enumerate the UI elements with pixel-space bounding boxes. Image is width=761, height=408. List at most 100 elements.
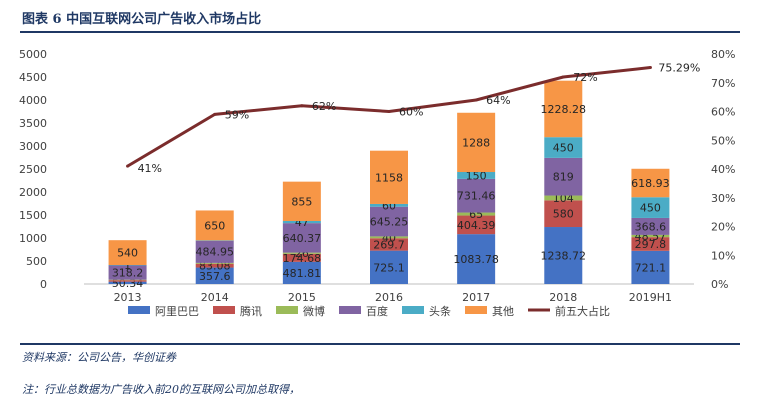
x-tick-label: 2014 (201, 291, 229, 304)
y-right-tick-label: 20% (711, 221, 735, 234)
bar-segment (108, 280, 147, 282)
x-tick-label: 2019H1 (629, 291, 672, 304)
bar-segment (457, 212, 496, 216)
bar-data-label: 618.93 (631, 177, 670, 190)
bar-segment (370, 150, 408, 204)
bar-segment (108, 265, 147, 280)
source-rule (20, 343, 740, 345)
bar-data-label: 1083.78 (453, 253, 499, 266)
bar-segment (195, 263, 234, 268)
bar-segment (282, 261, 321, 284)
bar-data-label: 1288 (462, 136, 490, 149)
line-data-label: 41% (138, 162, 162, 175)
bar-segment (631, 250, 670, 284)
line-data-label: 64% (486, 94, 510, 107)
legend-label: 头条 (429, 304, 451, 318)
y-left-tick-label: 4500 (19, 71, 47, 84)
bar-segment (457, 215, 496, 235)
y-left-tick-label: 5000 (19, 48, 47, 61)
bar-segment (195, 267, 234, 284)
bar-data-label: 540 (117, 247, 138, 260)
bar-segment (282, 252, 321, 254)
bar-data-label: 481.81 (283, 267, 322, 280)
legend-label: 前五大占比 (555, 304, 610, 318)
legend-label: 腾讯 (240, 304, 262, 318)
bar-data-label: 819 (553, 171, 574, 184)
y-left-tick-label: 500 (26, 255, 47, 268)
y-left-tick-label: 0 (40, 278, 47, 291)
bar-segment (370, 206, 408, 237)
bar-segment (108, 281, 147, 284)
bar-segment (457, 178, 496, 213)
legend-label: 百度 (366, 304, 388, 318)
title-rule (20, 31, 740, 33)
bar-segment (195, 210, 234, 241)
line-point (648, 66, 652, 70)
legend-swatch (339, 306, 361, 314)
bar-data-label: 450 (553, 142, 574, 155)
bar-segment (457, 112, 496, 173)
x-tick-label: 2013 (114, 291, 142, 304)
line-data-label: 60% (399, 106, 423, 119)
bar-data-label: 174.68 (283, 252, 322, 265)
bar-data-label: 645.25 (370, 216, 409, 229)
bar-data-label: 1238.72 (541, 250, 587, 263)
legend-label: 阿里巴巴 (155, 305, 199, 318)
chart-title: 图表 6 中国互联网公司广告收入市场占比 (22, 12, 262, 27)
line-point (300, 104, 304, 108)
line-point (126, 164, 130, 168)
bar-segment (108, 279, 147, 281)
bar-segment (631, 234, 670, 238)
bar-data-label: 725.1 (373, 261, 405, 274)
bar-segment (631, 168, 670, 198)
bar-data-label: 640.37 (283, 232, 322, 245)
bar-segment (195, 262, 234, 264)
source-text: 资料来源：公司公告，华创证券 (22, 351, 176, 364)
bar-data-label: 1228.28 (541, 103, 587, 116)
y-left-tick-label: 2500 (19, 163, 47, 176)
legend-label: 其他 (492, 305, 514, 318)
bar-segment (195, 240, 234, 263)
line-point (213, 112, 217, 116)
bar-segment (544, 157, 583, 196)
bar-segment (544, 80, 583, 138)
bar-data-label: 269.7 (373, 238, 405, 251)
y-right-tick-label: 50% (711, 134, 735, 147)
line-point (474, 98, 478, 102)
bar-data-label: 1158 (375, 171, 403, 184)
legend-swatch (276, 306, 298, 314)
x-tick-label: 2015 (288, 291, 316, 304)
legend-swatch (213, 306, 235, 314)
bar-segment (544, 137, 583, 158)
y-left-tick-label: 4000 (19, 94, 47, 107)
y-right-tick-label: 10% (711, 249, 735, 262)
chart-svg: 0 500 1000 1500 2000 2500 3000 3500 4000 4500 5000… (19, 48, 735, 318)
bar-segment (282, 181, 321, 221)
bar-data-label: 731.46 (457, 190, 496, 203)
bar-segment (282, 253, 321, 262)
line-data-label: 62% (312, 100, 336, 113)
bar-segment (108, 240, 147, 266)
bar-segment (195, 240, 234, 241)
bar-data-label: 297.8 (635, 238, 667, 251)
bar-data-label: 404.39 (457, 219, 496, 232)
legend-swatch (402, 306, 424, 314)
bar-data-label: 484.95 (195, 246, 234, 259)
y-left-tick-label: 1500 (19, 209, 47, 222)
bar-data-label: 368.6 (635, 220, 667, 233)
bar-segment (457, 234, 496, 284)
note-text: 注：行业总数据为广告收入前20的互联网公司加总取得， (22, 383, 300, 396)
y-left-tick-label: 2000 (19, 186, 47, 199)
y-right-tick-label: 0% (711, 278, 728, 291)
bar-segment (631, 197, 670, 218)
y-left-tick-label: 1000 (19, 232, 47, 245)
bar-data-label: 721.1 (635, 261, 667, 274)
bar-data-label: 450 (640, 202, 661, 215)
bar-segment (370, 238, 408, 251)
x-tick-label: 2016 (375, 291, 403, 304)
x-tick-label: 2018 (549, 291, 577, 304)
x-tick-label: 2017 (462, 291, 490, 304)
bar-segment (282, 220, 321, 224)
bar-data-label: 1 (124, 259, 131, 272)
line-point (561, 75, 565, 79)
